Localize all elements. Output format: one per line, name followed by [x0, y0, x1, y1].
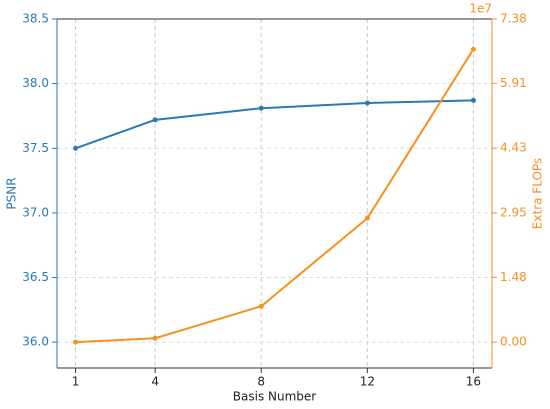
data-point: [364, 215, 370, 221]
y2-tick-label: 7.38: [500, 12, 527, 26]
data-point: [364, 100, 370, 106]
y2-tick-label: 0.00: [500, 335, 527, 349]
y-tick-label: 36.0: [22, 335, 49, 349]
series-line: [75, 48, 475, 344]
y2-scale-label: 1e7: [469, 2, 492, 16]
y2-tick-label: 1.48: [500, 270, 527, 284]
y2-tick-label: 2.95: [500, 205, 527, 219]
data-point: [258, 303, 264, 309]
x-tick-label: 1: [72, 375, 80, 389]
y2-tick-label: 5.91: [500, 76, 527, 90]
x-tick-label: 16: [466, 375, 481, 389]
data-point: [152, 335, 158, 341]
x-axis-label: Basis Number: [233, 390, 317, 404]
data-point: [258, 105, 264, 111]
y-tick-label: 37.5: [22, 141, 49, 155]
x-tick-label: 4: [151, 375, 159, 389]
y2-tick-label: 4.43: [500, 141, 527, 155]
data-point: [73, 145, 79, 151]
x-tick-label: 12: [360, 375, 375, 389]
data-point: [73, 339, 79, 345]
data-point: [152, 117, 158, 123]
y-tick-label: 37.0: [22, 205, 49, 219]
y2-axis-label: Extra FLOPs: [531, 158, 545, 229]
x-tick-label: 8: [257, 375, 265, 389]
data-point: [470, 97, 476, 103]
y-tick-label: 38.5: [22, 12, 49, 26]
y-axis-label: PSNR: [5, 177, 19, 209]
y-tick-label: 36.5: [22, 270, 49, 284]
y-tick-label: 38.0: [22, 76, 49, 90]
data-point: [470, 46, 476, 52]
series-line: [75, 99, 474, 150]
